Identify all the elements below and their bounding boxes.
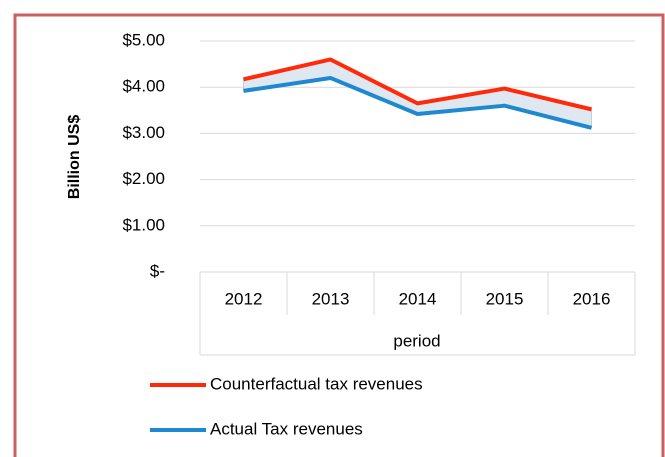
y-tick-label: $3.00 xyxy=(122,123,165,142)
y-tick-label: $2.00 xyxy=(122,169,165,188)
series-line xyxy=(243,57,592,112)
legend-label: Counterfactual tax revenues xyxy=(210,374,423,393)
y-tick-label: $4.00 xyxy=(122,77,165,96)
series-line xyxy=(243,75,592,130)
y-tick-label: $- xyxy=(150,261,165,280)
y-tick-label: $1.00 xyxy=(122,215,165,234)
x-axis-title: period xyxy=(393,331,440,350)
x-tick-label: 2016 xyxy=(573,289,611,308)
band-fill xyxy=(243,59,592,129)
y-tick-label: $5.00 xyxy=(122,30,165,49)
x-tick-label: 2015 xyxy=(486,289,524,308)
x-tick-label: 2013 xyxy=(312,289,350,308)
frame xyxy=(13,13,665,457)
y-axis-title: Billion US$ xyxy=(66,115,83,200)
legend-label: Actual Tax revenues xyxy=(210,419,363,438)
x-tick-label: 2014 xyxy=(399,289,437,308)
x-tick-label: 2012 xyxy=(225,289,263,308)
